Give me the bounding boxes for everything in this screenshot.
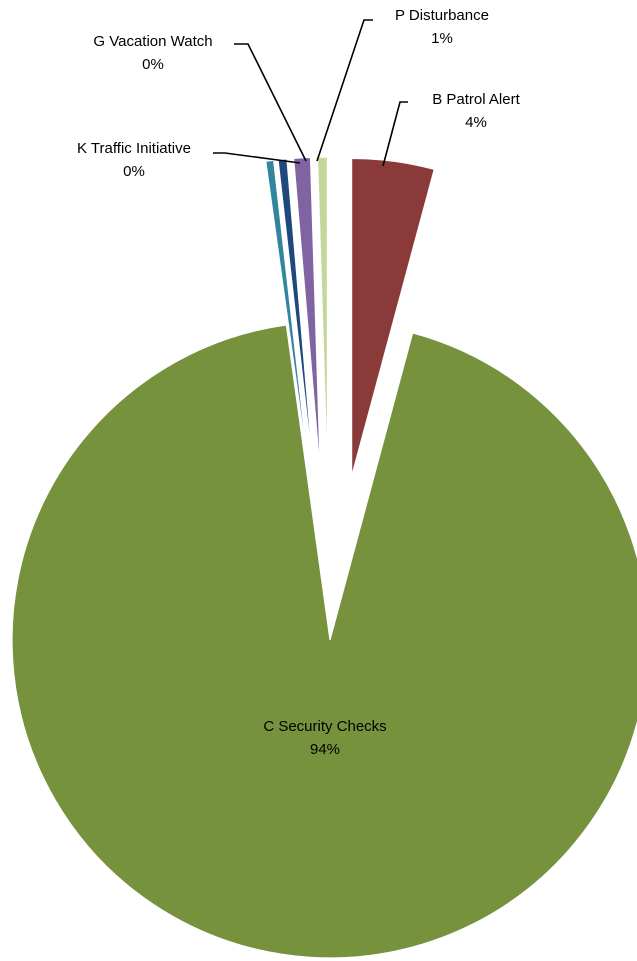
slice-data-label: C Security Checks 94% <box>263 718 386 758</box>
slice-data-label: K Traffic Initiative 0% <box>77 140 191 180</box>
leader-line <box>382 101 408 167</box>
pie-slice <box>11 324 637 959</box>
slice-data-label: G Vacation Watch 0% <box>93 33 212 73</box>
slice-data-label: B Patrol Alert 4% <box>432 91 520 131</box>
leader-line <box>316 19 373 162</box>
pie-slice <box>351 157 435 477</box>
pie-slice <box>292 156 322 476</box>
leader-line <box>234 43 307 162</box>
slice-data-label: P Disturbance 1% <box>395 7 489 47</box>
leader-line <box>213 152 301 164</box>
pie-slice <box>265 159 310 477</box>
